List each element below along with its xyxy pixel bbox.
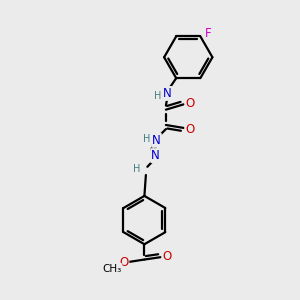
Text: O: O xyxy=(163,250,172,262)
Text: H: H xyxy=(143,134,151,144)
Text: N: N xyxy=(152,134,161,147)
Text: H: H xyxy=(134,164,141,174)
Text: O: O xyxy=(119,256,128,269)
Text: F: F xyxy=(205,28,212,40)
Text: CH₃: CH₃ xyxy=(103,264,122,274)
Text: N: N xyxy=(151,149,160,162)
Text: O: O xyxy=(185,123,195,136)
Text: O: O xyxy=(185,97,195,110)
Text: H: H xyxy=(154,91,162,101)
Text: N: N xyxy=(163,87,172,100)
